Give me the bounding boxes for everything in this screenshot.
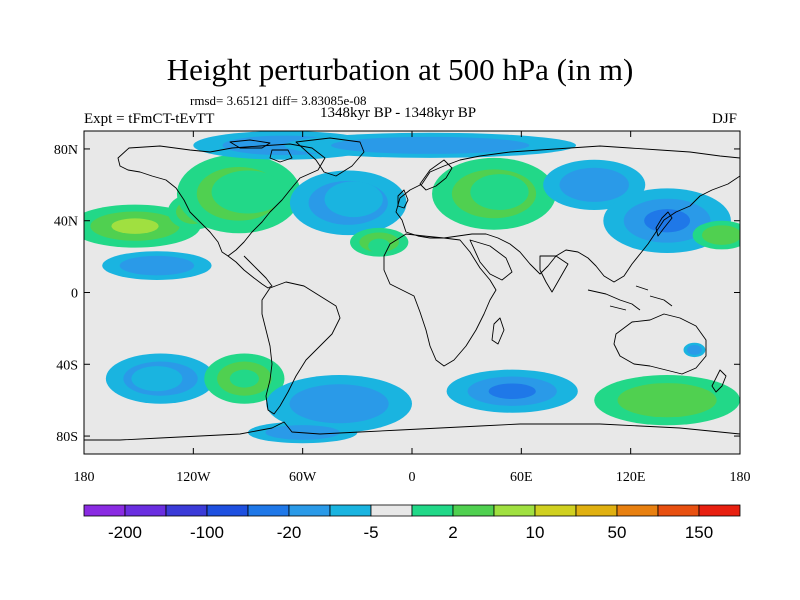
contour-level-1: [324, 181, 383, 218]
lat-tick-label: 40N: [54, 215, 78, 230]
coastline-scandinavia: [419, 159, 453, 191]
anomaly-south-america-west-positive-core: [229, 369, 259, 388]
statistics-label: rmsd= 3.65121 diff= 3.83085e-08: [190, 93, 367, 108]
coastlines: [84, 137, 740, 441]
lon-tick-label: 120W: [176, 470, 211, 485]
contour-level-2: [559, 167, 629, 202]
contour-level-2: [331, 136, 530, 154]
coastline-africa: [383, 233, 497, 367]
lon-tick-label: 0: [409, 470, 416, 485]
period-label: 1348kyr BP - 1348kyr BP: [320, 105, 477, 121]
contour-level-1: [470, 174, 529, 210]
anomaly-contours: [84, 131, 740, 444]
contour-level-3: [111, 218, 159, 234]
anomaly-north-atlantic-negative-core: [324, 181, 383, 218]
anomaly-south-pacific-negative-core: [131, 366, 183, 392]
contour-level-3: [644, 209, 691, 233]
coastline-australia: [613, 313, 707, 375]
coastline-india: [539, 255, 569, 293]
coastline-eurasia: [395, 145, 740, 283]
coastline-arabia: [469, 239, 513, 281]
lon-tick-label: 60E: [510, 470, 533, 485]
anomaly-arctic-negative: [284, 132, 576, 158]
season-label: DJF: [712, 111, 738, 127]
coastline-central-america: [227, 255, 273, 289]
anomaly-eurasia-positive-core: [470, 174, 529, 210]
coastline-indonesia: [587, 285, 673, 311]
contour-level-3: [488, 383, 536, 399]
coastline-antarctica: [84, 421, 740, 441]
plot-title: Height perturbation at 500 hPa (in m): [166, 52, 634, 87]
lon-tick-label: 60W: [289, 470, 317, 485]
contour-level-2: [701, 225, 740, 245]
lon-tick-label: 180: [74, 470, 95, 485]
coastline-arctic-islands: [229, 139, 293, 163]
coastline-new-zealand: [711, 369, 727, 393]
contour-level-2: [119, 255, 195, 276]
coastline-britain: [397, 189, 409, 209]
anomaly-north-asia-negative: [543, 159, 646, 210]
anomaly-australia-east-negative: [683, 342, 706, 358]
contour-level-2: [687, 345, 702, 355]
anomaly-south-indian-negative: [446, 369, 578, 413]
contour-level-1: [211, 170, 285, 214]
lat-tick-label: 40S: [56, 358, 78, 373]
contour-level-2: [617, 383, 717, 418]
coastline-japan: [655, 211, 673, 237]
coastline-madagascar: [491, 317, 505, 345]
lat-tick-label: 80S: [56, 430, 78, 445]
lat-tick-label: 0: [71, 287, 78, 302]
anomaly-south-pacific-east-positive: [594, 375, 740, 426]
contour-level-1: [368, 238, 391, 254]
contour-level-1: [229, 369, 259, 388]
contour-level-2: [289, 384, 389, 424]
anomaly-subtropical-atlantic-positive-core: [368, 238, 391, 254]
coastline-south-america: [261, 281, 341, 415]
lat-tick-label: 80N: [54, 143, 78, 158]
anomaly-north-america-positive-core: [211, 170, 285, 214]
anomaly-south-atlantic-negative: [266, 375, 412, 433]
contour-level-1: [131, 366, 183, 392]
anomaly-east-pacific-negative: [102, 251, 212, 280]
latitude-axis: 80N 40N 0 40S 80S: [54, 143, 740, 445]
longitude-axis: 180 120W 60W 0 60E 120E 180: [74, 131, 751, 485]
lon-tick-label: 180: [730, 470, 751, 485]
lon-tick-label: 120E: [616, 470, 646, 485]
coastline-north-america: [117, 143, 326, 257]
experiment-label: Expt = tFmCT-tEvTT: [84, 111, 215, 127]
coastline-greenland: [295, 137, 365, 177]
anomaly-west-pacific-positive: [692, 220, 740, 250]
